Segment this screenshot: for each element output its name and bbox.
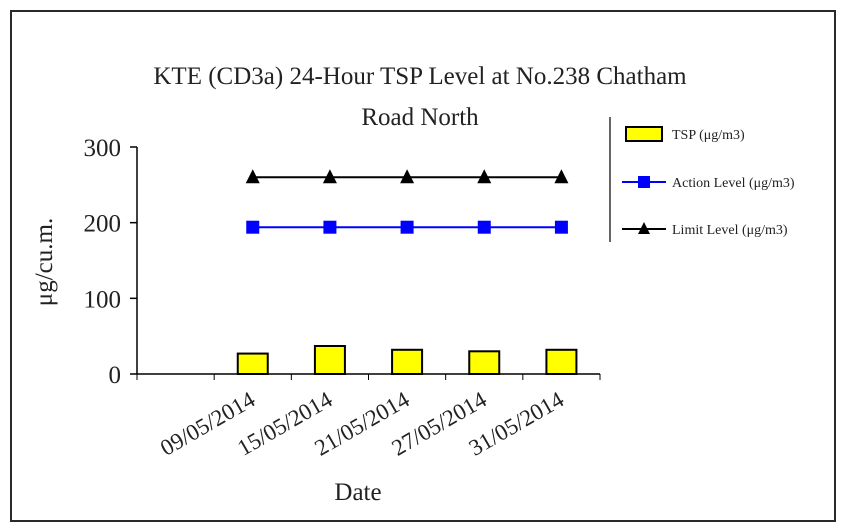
x-axis-label: Date: [334, 479, 381, 506]
limit-level-point: [554, 169, 569, 184]
action-level-point: [323, 220, 337, 234]
chart-title-line2: Road North: [361, 104, 479, 131]
legend-label-action-level: Action Level (μg/m3): [672, 176, 795, 191]
chart-frame: [10, 10, 836, 522]
legend-swatch-tsp: [625, 126, 663, 142]
y-tick-label: 200: [84, 211, 122, 238]
legend-label-tsp: TSP (μg/m3): [672, 128, 745, 143]
legend: TSP (μg/m3) Action Level (μg/m3) Limit Lev…: [622, 126, 795, 238]
action-level-point: [477, 220, 491, 234]
action-level-point: [400, 220, 414, 234]
legend-label-limit-level: Limit Level (μg/m3): [672, 223, 788, 238]
tsp-bar: [313, 345, 346, 375]
tsp-bar: [545, 348, 578, 375]
tsp-bar: [468, 350, 501, 375]
limit-level-point: [245, 169, 260, 184]
y-tick-label: 300: [84, 135, 122, 162]
plot-area: 010020030009/05/201415/05/201421/05/2014…: [84, 135, 601, 461]
limit-level-point: [322, 169, 337, 184]
y-tick-label: 0: [109, 362, 122, 389]
tsp-bar: [391, 348, 424, 375]
y-axis-label: μg/cu.m.: [31, 218, 58, 306]
action-level-point: [246, 220, 260, 234]
legend-marker-action-level: [638, 176, 650, 188]
limit-level-point: [477, 169, 492, 184]
legend-marker-limit-level: [638, 222, 650, 234]
limit-level-point: [400, 169, 415, 184]
y-tick-label: 100: [84, 286, 122, 313]
action-level-point: [554, 220, 568, 234]
tsp-bar: [236, 352, 269, 376]
chart-title-line1: KTE (CD3a) 24-Hour TSP Level at No.238 C…: [153, 63, 687, 90]
